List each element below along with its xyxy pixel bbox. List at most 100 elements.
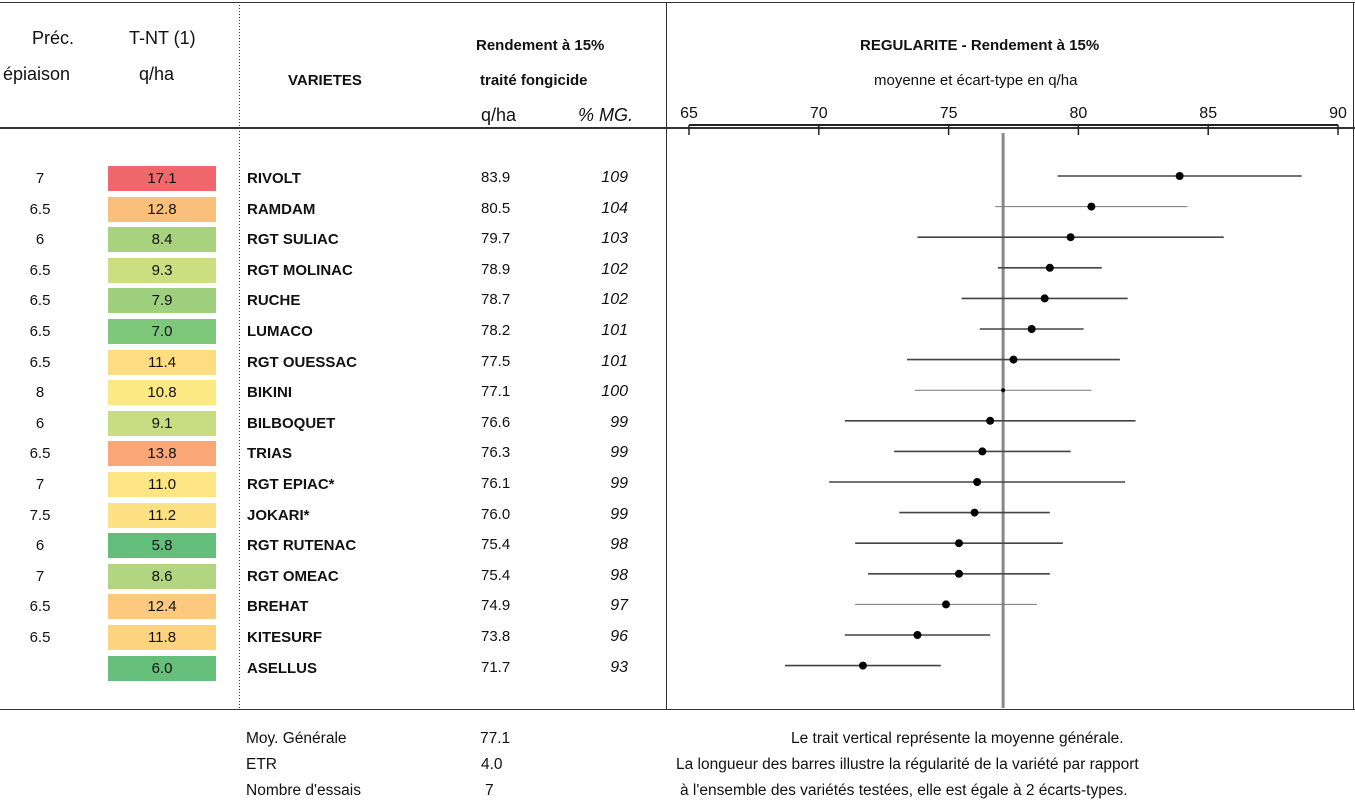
row-variety-name: TRIAS [247, 445, 292, 463]
row-prec: 6 [35, 537, 45, 555]
row-tnt-cell: 7.9 [108, 288, 216, 314]
row-variety-name: JOKARI* [247, 506, 310, 524]
row-yield-pct-mg: 101 [601, 322, 628, 339]
header-unit-qha: q/ha [481, 105, 517, 125]
mean-point [1027, 325, 1036, 333]
col-divider-chart [666, 2, 667, 710]
header-prec-line1: Préc. [32, 28, 75, 48]
row-tnt-cell: 12.8 [108, 196, 216, 222]
mean-point [973, 478, 982, 486]
row-yield-pct-mg: 99 [610, 475, 628, 492]
row-variety-name: KITESURF [247, 629, 322, 646]
mean-point [954, 569, 963, 578]
row-variety-name: RGT MOLINAC [247, 261, 353, 279]
row-tnt-cell: 17.1 [108, 166, 216, 191]
row-prec: 6.5 [29, 445, 51, 463]
chart-title: REGULARITE - Rendement à 15% [860, 37, 1100, 54]
row-yield-qha: 71.7 [481, 658, 511, 676]
row-yield-qha: 83.9 [481, 169, 511, 186]
row-tnt-cell: 11.0 [108, 472, 216, 497]
row-variety-name: ASELLUS [247, 659, 318, 677]
header-tnt-line2: q/ha [139, 64, 175, 84]
chart-subtitle: moyenne et écart-type en q/ha [874, 72, 1078, 89]
header-tnt-line1: T-NT (1) [129, 28, 196, 48]
row-prec: 6.5 [29, 200, 51, 218]
row-yield-pct-mg: 102 [601, 260, 628, 278]
footer-moy-label: Moy. Générale [246, 730, 347, 747]
footer-essais-label: Nombre d'essais [246, 782, 361, 799]
row-yield-pct-mg: 99 [610, 505, 628, 523]
x-tick-label: 85 [1199, 105, 1217, 122]
mean-point [954, 539, 963, 548]
mean-point [913, 631, 922, 639]
row-prec: 7 [35, 476, 45, 493]
row-variety-name: RAMDAM [247, 200, 316, 218]
x-tick-label: 75 [940, 105, 958, 122]
row-yield-qha: 76.1 [481, 475, 511, 492]
row-yield-pct-mg: 104 [601, 199, 628, 217]
header-rendement-line2: traité fongicide [480, 72, 588, 89]
row-prec: 7 [35, 567, 45, 585]
row-yield-qha: 74.9 [481, 597, 511, 615]
row-variety-name: RGT SULIAC [247, 231, 339, 249]
col-divider-left [239, 2, 240, 710]
row-yield-pct-mg: 99 [610, 413, 628, 431]
row-yield-qha: 79.7 [481, 230, 511, 248]
row-tnt-cell: 7.0 [108, 319, 216, 344]
row-tnt-cell: 9.1 [108, 410, 216, 436]
table-top-border [0, 2, 1355, 3]
row-yield-qha: 75.4 [481, 536, 511, 554]
row-yield-qha: 78.2 [481, 322, 511, 339]
row-variety-name: RIVOLT [247, 170, 301, 187]
body-bottom-border [0, 709, 1355, 710]
row-prec: 6 [35, 414, 45, 432]
row-yield-qha: 78.7 [481, 291, 511, 309]
row-prec: 6.5 [29, 292, 51, 310]
row-yield-pct-mg: 93 [610, 658, 628, 676]
row-variety-name: LUMACO [247, 323, 313, 340]
col-divider-right [1353, 2, 1354, 710]
row-yield-qha: 77.1 [481, 383, 511, 401]
row-variety-name: BIKINI [247, 384, 292, 402]
row-tnt-cell: 6.0 [108, 655, 216, 681]
x-tick-label: 70 [810, 105, 828, 122]
x-tick-label: 65 [680, 105, 698, 122]
footer-note-line2: La longueur des barres illustre la régul… [676, 756, 1139, 773]
row-tnt-cell: 11.4 [108, 349, 216, 375]
mean-point [986, 416, 995, 425]
row-tnt-cell: 9.3 [108, 257, 216, 283]
row-prec: 8 [35, 384, 45, 402]
x-tick-label: 80 [1070, 105, 1088, 122]
footer-etr-label: ETR [246, 756, 277, 773]
footer-note-line3: à l'ensemble des variétés testées, elle … [680, 782, 1128, 799]
x-tick-label: 90 [1329, 105, 1347, 122]
mean-point [1087, 202, 1096, 211]
row-prec: 7 [35, 170, 45, 187]
footer-note-line1: Le trait vertical représente la moyenne … [791, 730, 1124, 747]
row-prec: 6.5 [29, 261, 51, 279]
mean-point [978, 447, 987, 456]
row-prec: 6.5 [29, 353, 51, 371]
row-yield-qha: 78.9 [481, 260, 511, 278]
mean-point [1001, 388, 1006, 393]
mean-point [1009, 355, 1018, 364]
row-tnt-cell: 11.8 [108, 625, 216, 650]
header-unit-mg: % MG. [578, 105, 634, 125]
row-yield-qha: 76.3 [481, 444, 511, 462]
row-yield-pct-mg: 99 [610, 444, 628, 462]
row-variety-name: BREHAT [247, 598, 309, 616]
row-variety-name: RGT EPIAC* [247, 476, 335, 493]
row-tnt-cell: 11.2 [108, 502, 216, 528]
header-rendement-line1: Rendement à 15% [476, 37, 605, 54]
mean-point [1175, 172, 1184, 180]
row-yield-qha: 76.6 [481, 413, 511, 431]
row-prec: 6.5 [29, 598, 51, 616]
footer-etr-value: 4.0 [481, 756, 503, 773]
row-yield-qha: 77.5 [481, 352, 511, 370]
row-tnt-cell: 12.4 [108, 594, 216, 620]
row-variety-name: RGT OMEAC [247, 567, 339, 585]
footer-moy-value: 77.1 [480, 730, 511, 747]
row-yield-pct-mg: 97 [610, 597, 628, 615]
mean-point [942, 600, 951, 609]
